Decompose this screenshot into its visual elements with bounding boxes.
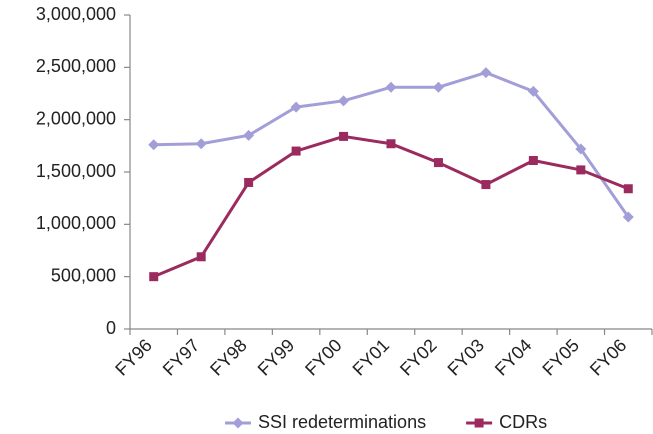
point (243, 129, 255, 141)
legend-label: CDRs (499, 412, 547, 432)
x-tick-label: FY05 (538, 335, 583, 380)
x-tick-label: FY98 (206, 335, 251, 380)
point (196, 252, 206, 262)
point (432, 81, 444, 93)
point (481, 180, 491, 190)
point (148, 139, 160, 151)
y-tick-label: 0 (106, 318, 116, 338)
x-tick-label: FY03 (444, 335, 489, 380)
x-tick-label: FY97 (159, 335, 204, 380)
y-tick-label: 1,500,000 (36, 161, 116, 181)
y-tick-label: 500,000 (51, 265, 116, 285)
legend-marker (232, 417, 244, 429)
point (195, 138, 207, 150)
legend-label: SSI redeterminations (258, 412, 426, 432)
point (385, 81, 397, 93)
point (576, 165, 586, 175)
x-tick-label: FY01 (349, 335, 394, 380)
point (244, 177, 254, 187)
y-tick-label: 2,500,000 (36, 56, 116, 76)
point (433, 158, 443, 168)
x-tick-label: FY00 (301, 335, 346, 380)
point (386, 139, 396, 149)
y-tick-label: 3,000,000 (36, 4, 116, 24)
point (338, 95, 350, 107)
point (622, 211, 634, 223)
point (528, 155, 538, 165)
x-tick-label: FY99 (254, 335, 299, 380)
x-tick-label: FY06 (586, 335, 631, 380)
point (291, 146, 301, 156)
legend-marker (474, 418, 484, 428)
point (527, 85, 539, 97)
y-tick-label: 2,000,000 (36, 108, 116, 128)
point (575, 143, 587, 155)
point (480, 67, 492, 79)
x-tick-label: FY02 (396, 335, 441, 380)
point (623, 184, 633, 194)
x-tick-label: FY04 (491, 335, 536, 380)
point (339, 131, 349, 141)
y-tick-label: 1,000,000 (36, 213, 116, 233)
point (149, 272, 159, 282)
point (290, 101, 302, 113)
series-line (153, 134, 629, 279)
x-tick-label: FY96 (111, 335, 156, 380)
